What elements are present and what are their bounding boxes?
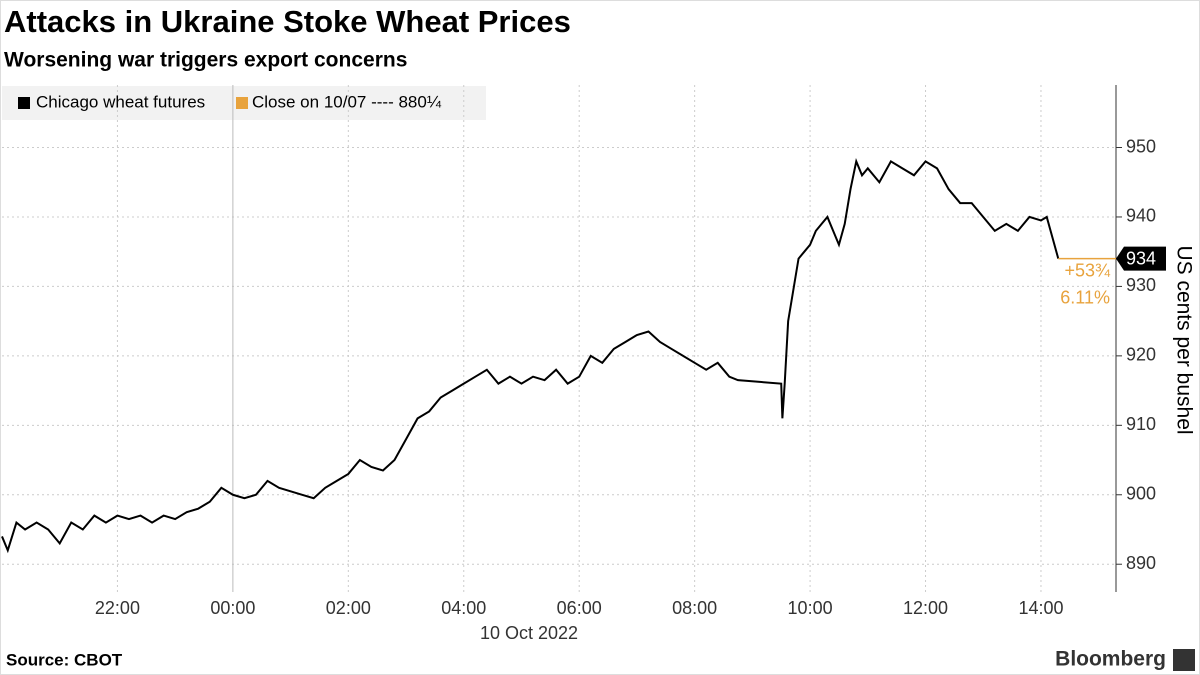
x-date-label: 10 Oct 2022: [480, 623, 578, 643]
brand: Bloomberg: [1055, 648, 1166, 671]
y-tick-label: 940: [1126, 206, 1156, 226]
x-tick-label: 12:00: [903, 598, 948, 618]
x-tick-label: 08:00: [672, 598, 717, 618]
change-label: +53¾: [1064, 260, 1111, 280]
x-tick-label: 06:00: [557, 598, 602, 618]
x-tick-label: 00:00: [210, 598, 255, 618]
chart-subtitle: Worsening war triggers export concerns: [4, 49, 407, 72]
legend-label: Chicago wheat futures: [36, 92, 205, 111]
y-tick-label: 920: [1126, 345, 1156, 365]
chart-title: Attacks in Ukraine Stoke Wheat Prices: [4, 4, 571, 39]
y-tick-label: 930: [1126, 275, 1156, 295]
y-tick-label: 900: [1126, 484, 1156, 504]
x-tick-label: 14:00: [1018, 598, 1063, 618]
y-tick-label: 910: [1126, 414, 1156, 434]
y-axis-label: US cents per bushel: [1172, 245, 1195, 434]
x-tick-label: 02:00: [326, 598, 371, 618]
source: Source: CBOT: [6, 650, 123, 669]
last-tag: [1116, 246, 1166, 271]
x-tick-label: 10:00: [788, 598, 833, 618]
x-tick-label: 22:00: [95, 598, 140, 618]
y-tick-label: 950: [1126, 136, 1156, 156]
brand-icon: [1173, 649, 1195, 671]
y-tick-label: 890: [1126, 553, 1156, 573]
last-label: 934: [1126, 248, 1156, 268]
price-line: [1, 158, 1060, 554]
x-tick-label: 04:00: [441, 598, 486, 618]
legend-swatch: [18, 97, 30, 109]
change-pct-label: 6.11%: [1060, 287, 1110, 307]
legend-swatch: [236, 97, 248, 109]
legend-label: Close on 10/07 ---- 880¼: [252, 92, 442, 111]
